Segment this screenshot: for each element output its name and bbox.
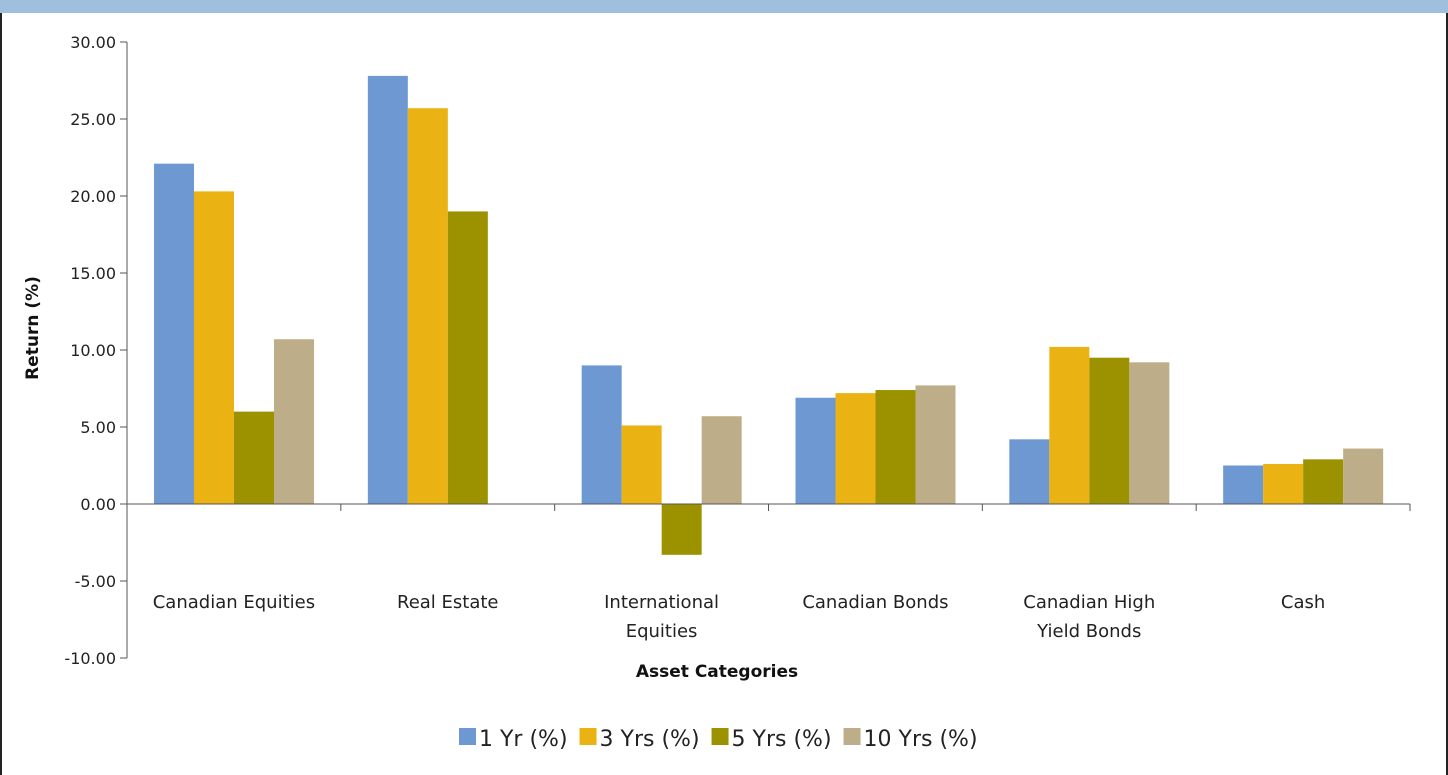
bar-1-2 bbox=[367, 75, 408, 504]
legend-swatch-2 bbox=[579, 728, 597, 745]
category-label: Canadian High Yield Bonds bbox=[1023, 592, 1155, 642]
bar-3-1 bbox=[234, 411, 274, 504]
y-tick-label: 30.00 bbox=[70, 33, 116, 52]
y-tick-label: 25.00 bbox=[70, 110, 116, 129]
x-axis-title: Asset Categories bbox=[636, 662, 798, 682]
bar-1-3 bbox=[581, 365, 622, 504]
bar-2-6 bbox=[1263, 463, 1304, 504]
category-label: Canadian Equities bbox=[153, 592, 315, 613]
category-labels: Canadian Equities Real Estate Internationa… bbox=[153, 592, 1326, 642]
y-axis-title: Return (%) bbox=[23, 276, 43, 380]
bar-2-5 bbox=[1049, 346, 1090, 504]
bar-4-3 bbox=[701, 416, 742, 504]
bar-2-3 bbox=[621, 425, 662, 504]
y-tick-label: 10.00 bbox=[70, 341, 116, 360]
bar-1-4 bbox=[795, 397, 836, 504]
bar-2-2 bbox=[407, 108, 448, 504]
y-tick-labels: 30.00 25.00 20.00 15.00 10.00 5.00 0.00 -5.00 -1… bbox=[64, 33, 116, 668]
category-label: Canadian Bonds bbox=[802, 592, 948, 613]
frame-left-border bbox=[0, 13, 2, 775]
bar-3-5 bbox=[1089, 357, 1130, 504]
category-label: Real Estate bbox=[397, 592, 499, 613]
bar-1-6 bbox=[1223, 465, 1264, 504]
legend-label-2: 3 Yrs (%) bbox=[600, 727, 700, 752]
bar-2-4 bbox=[835, 393, 876, 504]
y-tick-label: -5.00 bbox=[75, 572, 116, 591]
legend-swatch-3 bbox=[711, 728, 729, 745]
bar-1-1 bbox=[154, 163, 194, 504]
axes-group bbox=[120, 41, 1411, 659]
y-tick-label: 20.00 bbox=[70, 187, 116, 206]
bar-3-2 bbox=[447, 211, 488, 504]
y-tick-label: 0.00 bbox=[80, 495, 116, 514]
bar-4-5 bbox=[1129, 362, 1170, 504]
bar-3-3 bbox=[661, 504, 702, 555]
category-label: International Equities bbox=[604, 592, 719, 642]
category-label: Cash bbox=[1281, 592, 1325, 613]
bar-4-6 bbox=[1343, 448, 1384, 504]
legend-swatch-4 bbox=[843, 728, 861, 745]
bar-4-1 bbox=[274, 339, 314, 504]
header-band bbox=[0, 0, 1448, 13]
bar-3-4 bbox=[875, 390, 916, 504]
bar-2-1 bbox=[194, 191, 234, 504]
y-tick-label: 15.00 bbox=[70, 264, 116, 283]
frame-right-border bbox=[1446, 13, 1448, 775]
legend-label-4: 10 Yrs (%) bbox=[864, 727, 978, 752]
y-tick-label: 5.00 bbox=[80, 418, 116, 437]
bars-group bbox=[154, 75, 1384, 555]
y-tick-label: -10.00 bbox=[64, 649, 116, 668]
legend-swatch-1 bbox=[459, 728, 476, 745]
bar-1-5 bbox=[1009, 439, 1050, 504]
bar-3-6 bbox=[1303, 459, 1344, 504]
bar-4-4 bbox=[915, 385, 956, 504]
legend-label-3: 5 Yrs (%) bbox=[732, 727, 832, 752]
legend-label-1: 1 Yr (%) bbox=[479, 727, 568, 752]
legend: 1 Yr (%) 3 Yrs (%) 5 Yrs (%) 10 Yrs (%) bbox=[459, 727, 978, 752]
